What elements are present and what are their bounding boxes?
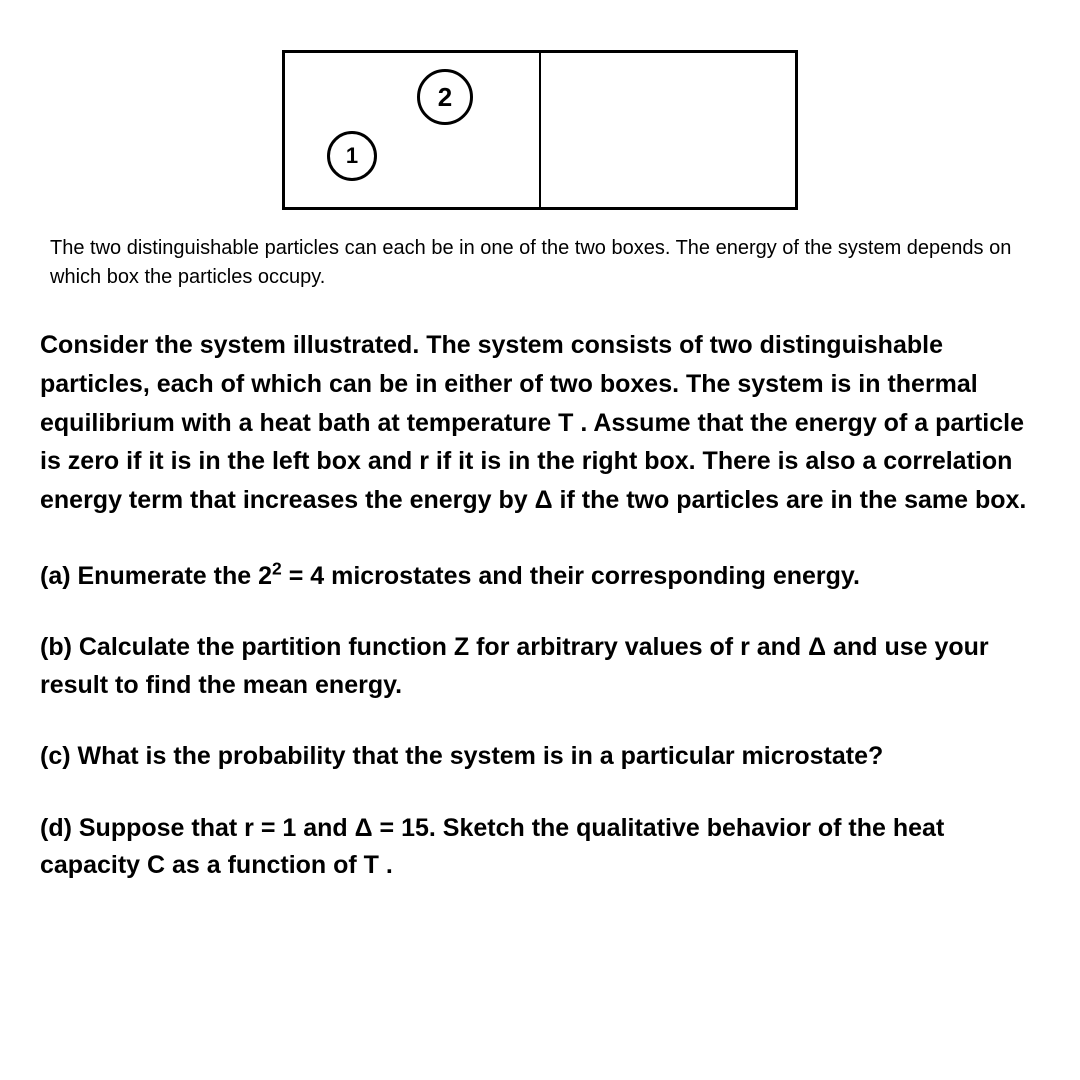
question-a-pre: (a) Enumerate the [40, 562, 258, 590]
diagram-container: 12 [40, 50, 1040, 210]
question-d: (d) Suppose that r = 1 and Δ = 15. Sketc… [40, 810, 1040, 885]
right-box [540, 50, 798, 210]
problem-intro: Consider the system illustrated. The sys… [40, 326, 1040, 520]
question-b: (b) Calculate the partition function Z f… [40, 629, 1040, 704]
question-c: (c) What is the probability that the sys… [40, 738, 1040, 776]
particle-1: 1 [327, 131, 377, 181]
question-a-base: 2 [258, 562, 272, 590]
left-box: 12 [282, 50, 540, 210]
figure-caption: The two distinguishable particles can ea… [40, 234, 1040, 292]
question-a: (a) Enumerate the 22 = 4 microstates and… [40, 558, 1040, 596]
question-a-exp: 2 [272, 558, 282, 578]
question-a-post: = 4 microstates and their corresponding … [282, 562, 860, 590]
particle-2: 2 [417, 69, 473, 125]
two-box-diagram: 12 [282, 50, 798, 210]
